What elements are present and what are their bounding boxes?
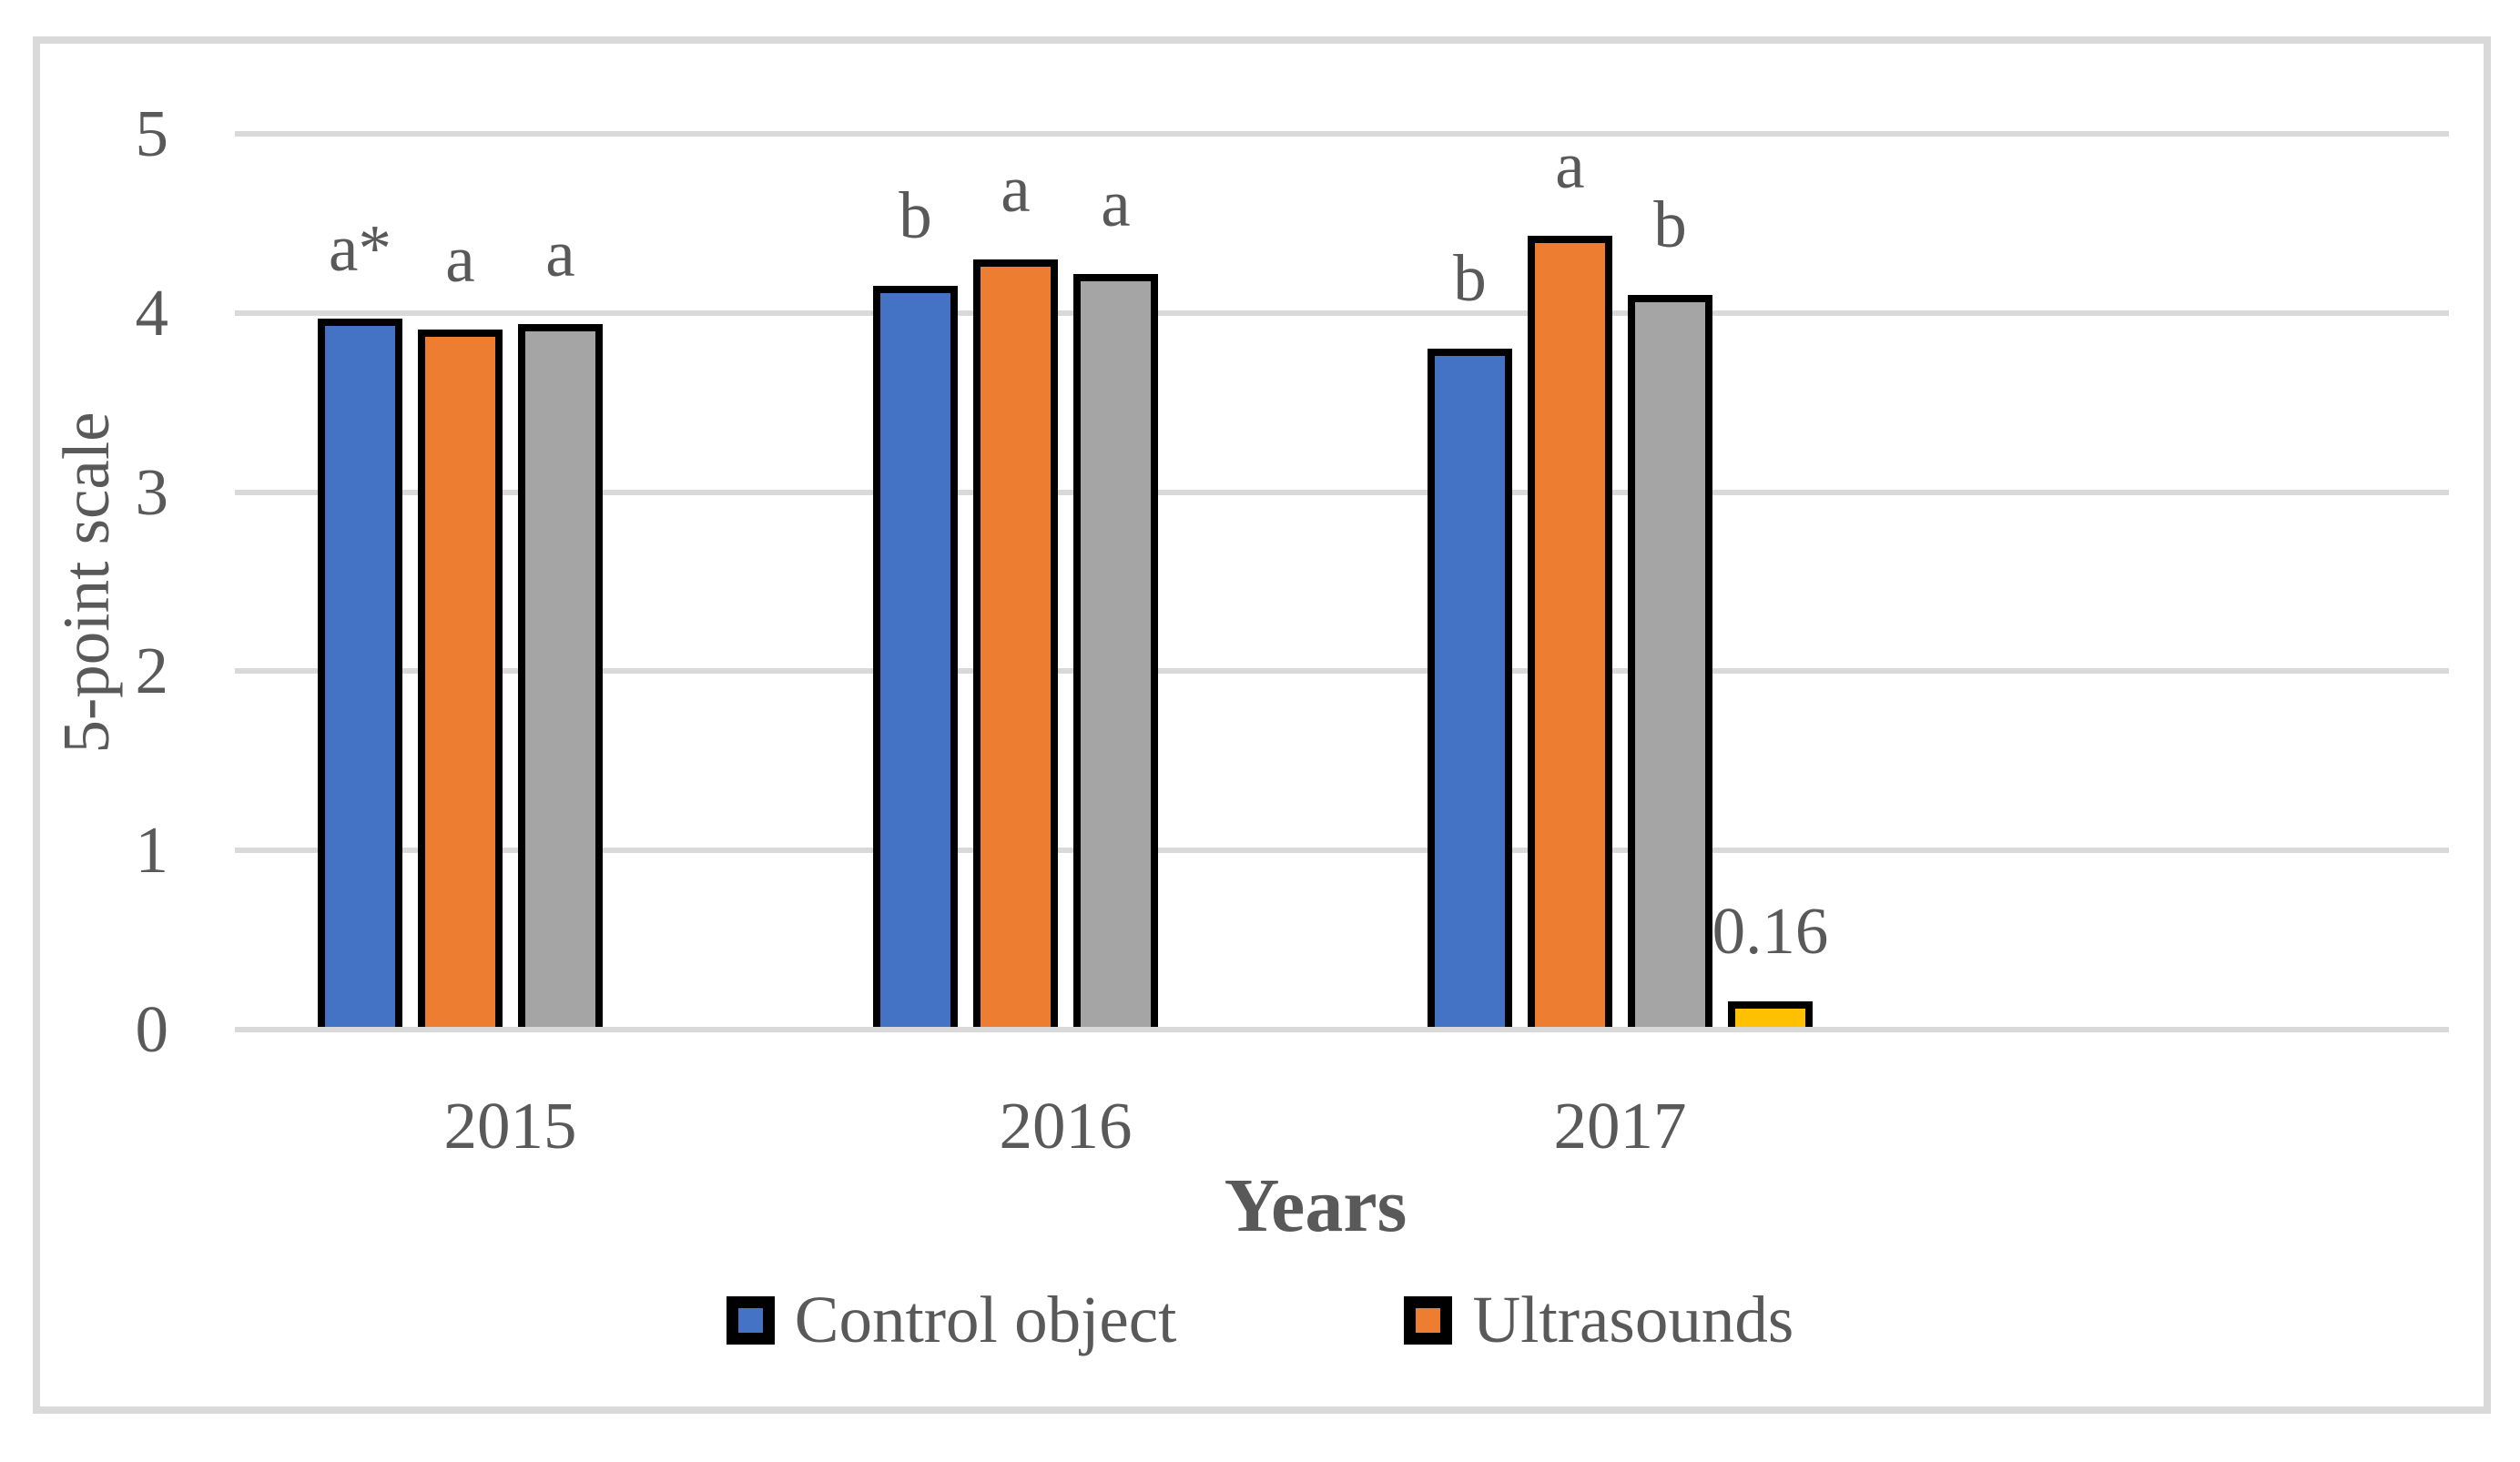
legend-swatch-control-object xyxy=(726,1295,775,1345)
x-tick-2016: 2016 xyxy=(999,1089,1133,1162)
bar-2015-control-object xyxy=(318,318,402,1031)
bar-2016-ultrasounds xyxy=(973,259,1058,1031)
x-axis-line xyxy=(235,1027,2449,1032)
y-tick-2: 2 xyxy=(135,634,169,708)
bar-label-2016-series-3: a xyxy=(1101,166,1131,240)
gridline-1 xyxy=(235,848,2449,854)
bar-2016-series-3 xyxy=(1073,273,1158,1031)
bar-2015-series-3 xyxy=(518,323,603,1031)
bar-label-2015-ultrasounds: a xyxy=(445,221,475,296)
bar-label-2016-ultrasounds: a xyxy=(1001,151,1031,226)
bar-label-2016-control-object: b xyxy=(899,178,932,253)
y-tick-1: 1 xyxy=(135,813,169,888)
x-tick-2015: 2015 xyxy=(443,1089,577,1162)
bar-2015-ultrasounds xyxy=(418,329,503,1031)
legend-item-ultrasounds: Ultrasounds xyxy=(1404,1279,1793,1361)
y-tick-4: 4 xyxy=(135,275,169,350)
x-tick-2017: 2017 xyxy=(1553,1089,1687,1162)
x-axis-title: Years xyxy=(1224,1163,1407,1248)
bar-2017-series-3 xyxy=(1628,295,1712,1031)
y-tick-0: 0 xyxy=(135,992,169,1066)
y-tick-3: 3 xyxy=(135,454,169,529)
bar-2017-ultrasounds xyxy=(1528,236,1612,1031)
legend: Control object Ultrasounds xyxy=(0,1273,2520,1367)
gridline-2 xyxy=(235,668,2449,675)
bar-2016-control-object xyxy=(873,286,958,1031)
legend-label-control-object: Control object xyxy=(794,1283,1177,1356)
gridline-3 xyxy=(235,489,2449,495)
bar-label-2017-series-3: b xyxy=(1653,188,1687,262)
bar-label-2017-control-object: b xyxy=(1453,241,1487,316)
bar-label-2017-series-4: 0.16 xyxy=(1712,893,1829,968)
legend-swatch-ultrasounds xyxy=(1404,1295,1453,1345)
bar-label-2015-control-object: a* xyxy=(329,210,391,285)
bar-label-2015-series-3: a xyxy=(545,216,575,290)
bar-2017-control-object xyxy=(1428,349,1512,1031)
bar-label-2017-ultrasounds: a xyxy=(1555,128,1585,203)
legend-label-ultrasounds: Ultrasounds xyxy=(1472,1283,1794,1356)
legend-item-control-object: Control object xyxy=(726,1279,1177,1361)
gridline-4 xyxy=(235,310,2449,316)
y-tick-5: 5 xyxy=(135,96,169,170)
bar-2017-series-4 xyxy=(1728,1000,1813,1031)
gridline-5 xyxy=(235,131,2449,137)
y-axis-title: 5-point scale xyxy=(49,411,123,754)
